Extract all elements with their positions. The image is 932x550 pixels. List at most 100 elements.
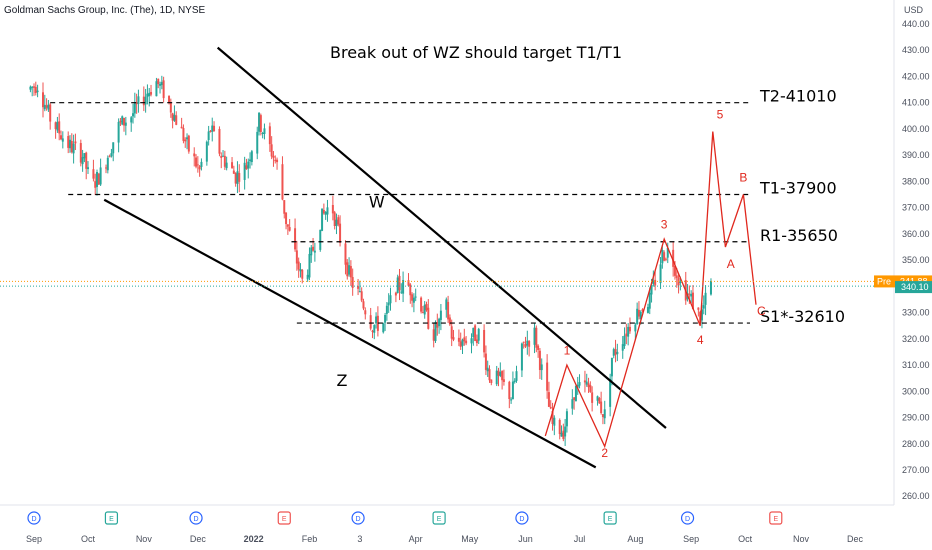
candle-body [398,275,401,291]
candle-body [508,381,511,399]
candle-body [200,161,203,167]
event-marker[interactable]: E [277,511,291,525]
event-marker[interactable]: E [104,511,119,525]
candle-body [29,86,32,90]
event-marker[interactable]: D [189,511,203,525]
price-levels: T2-41010 T1-37900 R1-35650 S1*-32610 [50,87,845,326]
earnings-icon[interactable] [277,511,291,525]
candle-body [132,113,135,117]
candle-body [407,280,410,286]
candle-body [511,381,514,400]
candle-body [81,157,84,165]
candle-body [36,90,39,93]
candle-body [596,396,599,401]
candle-body [326,207,329,215]
event-marker[interactable]: D [680,511,695,525]
candle-body [58,121,61,134]
candle-body [187,135,190,152]
price-tick-label: 400.00 [902,124,930,134]
candle-body [45,105,48,108]
candle-body [661,250,664,264]
candle-body [461,339,464,346]
candle-body [150,92,153,95]
candle-body [130,117,133,123]
candle-body [652,280,655,284]
candle-body [564,426,567,437]
candle-body [533,327,536,345]
candle-body [236,171,239,184]
candle-body [583,380,586,383]
candle-body [432,329,435,341]
candle-body [675,275,678,279]
candle-body [574,385,577,402]
time-tick-label: 3 [357,534,362,544]
candle-body [420,297,423,312]
candle-body [196,164,199,166]
candle-body [124,122,127,126]
candle-body [690,293,693,297]
candle-body [60,135,63,140]
earnings-icon[interactable] [432,511,446,525]
candle-body [225,162,228,169]
candle-body [72,143,75,154]
candle-body [117,121,120,143]
price-axis[interactable]: 440.00 430.00 420.00 410.00 400.00 390.00 380.… [902,19,930,501]
candle-body [375,316,378,324]
candle-body [412,297,415,303]
candle-body [261,132,264,135]
dividend-icon[interactable] [189,511,203,525]
candle-body [659,264,662,284]
candle-body [106,157,109,171]
candle-body [310,247,313,256]
dividend-icon[interactable] [515,511,529,525]
price-tick-label: 350.00 [902,255,930,265]
earnings-icon[interactable] [603,511,617,525]
price-tick-label: 370.00 [902,203,930,213]
dividend-icon[interactable] [680,511,695,525]
candle-body [306,274,309,280]
candle-body [636,308,639,325]
candle-body [274,159,277,162]
earnings-icon[interactable] [769,511,783,525]
dividend-icon[interactable] [351,511,365,525]
time-axis[interactable]: Sep Oct Nov Dec 2022 Feb 3 Apr May Jun Jul Aug Sep Oc… [26,534,864,544]
price-tick-label: 390.00 [902,150,930,160]
earnings-icon[interactable] [104,511,119,525]
candle-body [558,420,561,435]
candle-body [396,277,399,293]
candle-body [169,102,172,113]
candle-body [321,208,324,231]
time-tick-label: Apr [409,534,423,544]
candle-body [344,243,347,265]
candle-body [146,93,149,97]
trendline-label: W [369,193,385,212]
candle-body [445,299,448,310]
event-marker[interactable]: E [769,511,783,525]
candle-body [268,126,271,145]
event-marker[interactable]: D [351,511,365,525]
event-marker[interactable]: E [603,511,617,525]
candle-body [520,343,523,371]
event-marker[interactable]: D [515,511,529,525]
event-marker[interactable]: E [432,511,446,525]
candle-body [234,173,237,184]
candle-body [281,164,284,200]
candle-body [213,125,216,132]
candle-body [540,364,543,371]
candle-body [54,122,57,130]
event-marker[interactable]: D [27,511,41,525]
level-label: T2-41010 [759,87,837,106]
candle-body [209,130,212,132]
candle-body [535,327,538,348]
price-tick-label: 360.00 [902,229,930,239]
time-tick-label: Jun [518,534,533,544]
candle-body [447,301,450,320]
time-tick-label: Sep [26,534,42,544]
candle-body [97,173,100,185]
candle-body [351,277,354,288]
candle-body [357,286,360,289]
candle-body [112,142,115,154]
dividend-icon[interactable] [27,511,41,525]
